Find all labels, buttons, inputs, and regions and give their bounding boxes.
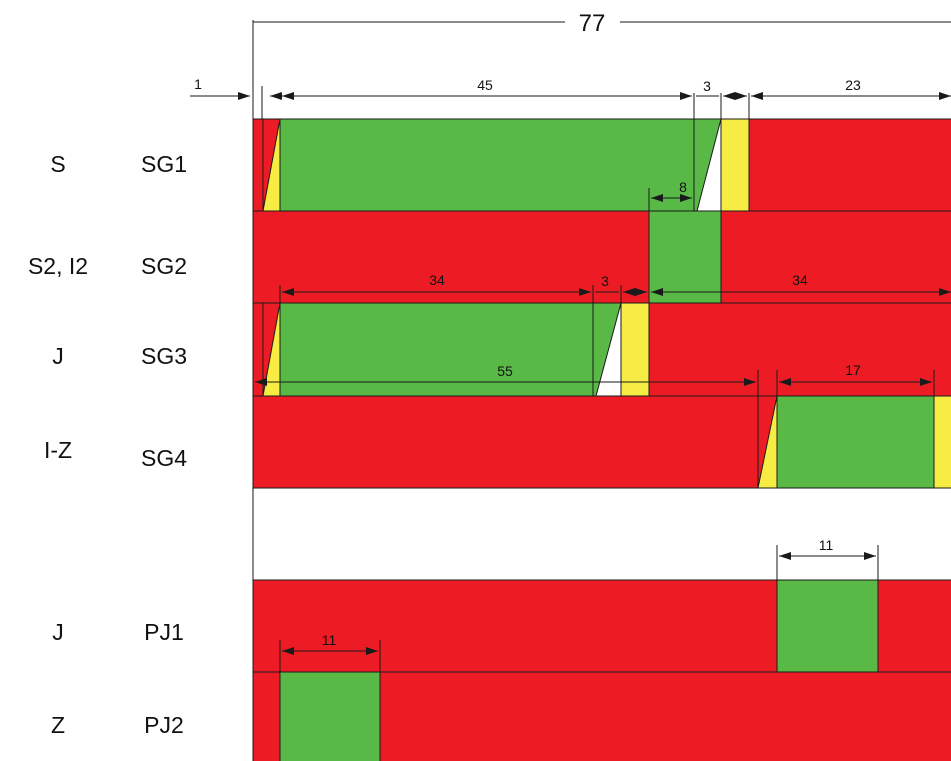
grid-lines (252, 20, 951, 761)
row-4-direction: I-Z (44, 437, 72, 463)
pj1-red-end (878, 580, 951, 672)
dim-34b-label: 34 (792, 272, 808, 288)
dim-1-label: 1 (194, 76, 202, 92)
sg2-red-end (721, 211, 951, 303)
row-1-direction: S (50, 151, 65, 177)
sg2-green (649, 211, 721, 303)
dim-23-label: 23 (845, 77, 861, 93)
sg1-red-start (253, 119, 263, 211)
dim-45-label: 45 (477, 77, 493, 93)
sg1-green-end-wedge (694, 119, 721, 211)
sg2-red-start (253, 211, 649, 303)
bar-pj2 (253, 640, 951, 761)
sg3-red-start (253, 303, 263, 396)
sg3-green-end-wedge (593, 303, 621, 396)
pj2-red-start (253, 672, 280, 761)
row-5-direction: J (52, 619, 64, 645)
row-3-group: SG3 (141, 343, 187, 369)
dim-11b-label: 11 (322, 632, 337, 648)
bar-sg4 (253, 370, 951, 489)
dim-3b-label: 3 (601, 273, 609, 289)
dim-17-label: 17 (845, 362, 861, 378)
bar-sg2 (253, 188, 951, 303)
row-1-group: SG1 (141, 151, 187, 177)
dim-55-label: 55 (497, 363, 513, 379)
sg4-yellow-end (934, 396, 951, 488)
sg1-red-end (749, 119, 951, 211)
dim-11a-label: 11 (819, 537, 834, 553)
total-cycle-label: 77 (579, 10, 606, 37)
row-2-group: SG2 (141, 253, 187, 279)
row-5-group: PJ1 (144, 619, 184, 645)
row-3-direction: J (52, 343, 64, 369)
dim-8-label: 8 (679, 179, 687, 195)
pj2-green (280, 672, 380, 761)
row-4-group: SG4 (141, 445, 187, 471)
row-6-group: PJ2 (144, 712, 184, 738)
row-labels: S SG1 S2, I2 SG2 J SG3 I-Z SG4 J PJ1 Z P… (28, 151, 187, 738)
bar-sg1 (253, 93, 951, 212)
row-2-direction: S2, I2 (28, 253, 88, 279)
pj1-red-start (253, 580, 777, 672)
sg1-green (280, 119, 694, 211)
sg4-green (777, 396, 934, 488)
dim-34a-label: 34 (429, 272, 445, 288)
dimension-row-top (190, 86, 951, 119)
sg4-red-start (253, 396, 758, 488)
sg1-yellow (721, 119, 749, 211)
dimension-total-cycle: 77 (253, 10, 951, 37)
pj1-green (777, 580, 878, 672)
pj2-red-end (380, 672, 951, 761)
row-6-direction: Z (51, 712, 65, 738)
dim-3a-label: 3 (703, 78, 711, 94)
bar-pj1 (253, 545, 951, 672)
